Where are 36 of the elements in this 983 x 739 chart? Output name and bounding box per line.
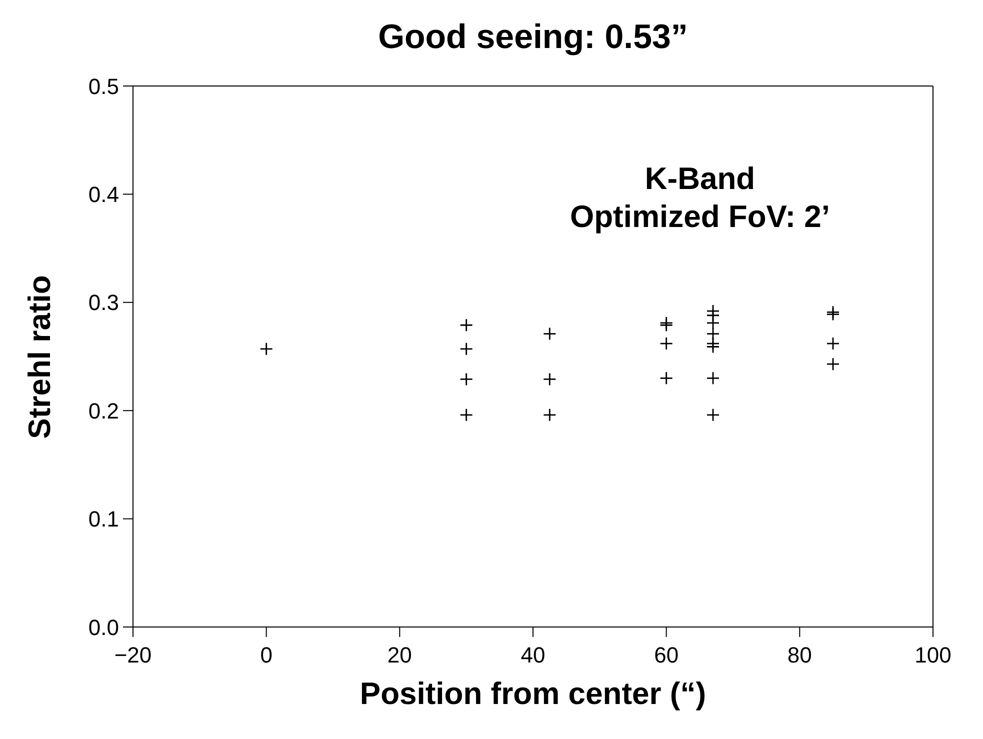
chart-title: Good seeing: 0.53” <box>377 18 689 57</box>
point <box>706 408 720 422</box>
point <box>460 372 474 386</box>
x-tick-label: 0 <box>260 642 272 668</box>
y-tick-label: 0.1 <box>88 506 119 532</box>
x-tick-label: 100 <box>914 642 952 668</box>
point <box>706 371 720 385</box>
point <box>706 316 720 330</box>
point <box>660 336 674 350</box>
point <box>260 342 274 356</box>
annotation: Optimized FoV: 2’ <box>568 198 832 236</box>
point <box>826 357 840 371</box>
point <box>460 408 474 422</box>
x-tick-label: 60 <box>654 642 679 668</box>
annotation: K-Band <box>644 160 756 198</box>
x-tick-label: 40 <box>520 642 546 668</box>
y-axis-title: Strehl ratio <box>22 274 58 438</box>
y-tick-label: 0.4 <box>88 182 119 208</box>
x-tick-label: 20 <box>387 642 412 668</box>
x-axis-title: Position from center (“) <box>358 676 708 712</box>
point <box>460 342 474 356</box>
point <box>542 372 556 386</box>
point <box>826 336 840 350</box>
point <box>542 327 556 340</box>
point <box>706 327 720 340</box>
point <box>826 308 840 321</box>
y-tick-label: 0.2 <box>88 398 119 424</box>
point <box>660 371 674 385</box>
point <box>460 318 474 332</box>
point <box>706 340 720 354</box>
x-tick-label: 80 <box>787 642 812 668</box>
x-tick-label: −20 <box>114 642 152 668</box>
y-tick-label: 0.5 <box>88 74 119 99</box>
point <box>542 408 556 422</box>
y-tick-label: 0.3 <box>88 290 119 316</box>
y-tick-label: 0.0 <box>88 614 119 640</box>
